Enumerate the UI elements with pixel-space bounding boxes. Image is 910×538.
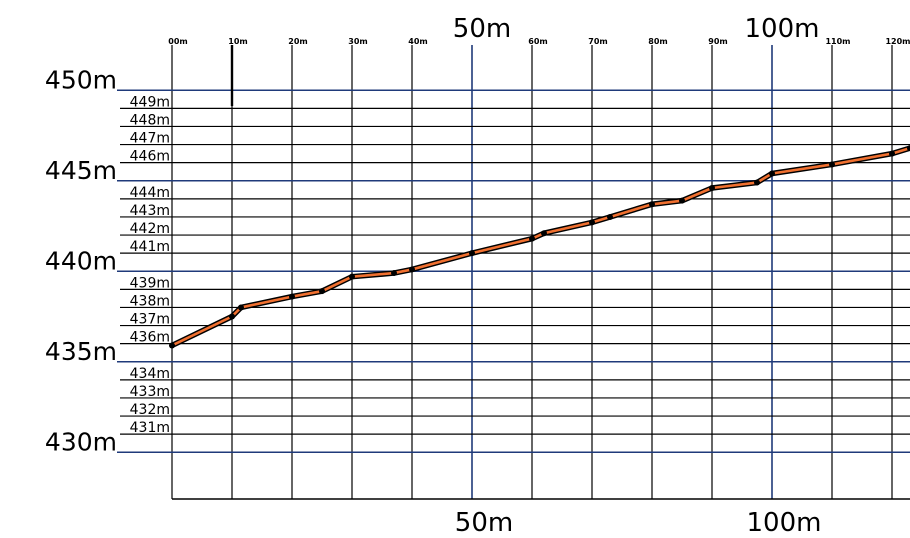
y-minor-tick-label: 443m <box>130 203 170 219</box>
profile-point <box>238 304 244 311</box>
y-minor-tick-label: 437m <box>130 312 170 328</box>
x-minor-tick-label: 20m <box>288 37 307 46</box>
profile-point <box>289 293 295 300</box>
profile-point <box>409 266 415 273</box>
y-major-tick-label: 435m <box>45 337 117 366</box>
x-minor-tick-label: 80m <box>648 37 667 46</box>
x-minor-tick-label: 70m <box>588 37 607 46</box>
profile-point <box>541 230 547 237</box>
y-minor-tick-label: 444m <box>130 185 170 201</box>
profile-point <box>754 179 760 186</box>
y-minor-tick-label: 448m <box>130 112 170 128</box>
y-minor-tick-label: 431m <box>130 420 170 436</box>
grid <box>117 45 910 500</box>
x-major-tick-label-top: 50m <box>453 14 511 44</box>
profile-point <box>829 161 835 168</box>
profile-point <box>679 197 685 204</box>
profile-point <box>589 219 595 226</box>
y-major-tick-label: 450m <box>45 65 117 94</box>
y-major-tick-label: 440m <box>45 246 117 275</box>
y-major-tick-label: 430m <box>45 427 117 456</box>
x-minor-tick-label: 110m <box>825 37 850 46</box>
x-minor-tick-label: 40m <box>408 37 427 46</box>
profile-point <box>469 250 475 257</box>
profile-point <box>889 150 895 157</box>
profile-series <box>169 145 910 349</box>
y-minor-tick-label: 449m <box>130 94 170 110</box>
y-major-tick-label: 445m <box>45 156 117 185</box>
x-minor-tick-label: 60m <box>528 37 547 46</box>
y-minor-tick-label: 441m <box>130 239 170 255</box>
profile-line <box>170 146 910 347</box>
x-major-tick-label-bottom: 100m <box>747 508 822 538</box>
profile-point <box>529 235 535 242</box>
profile-point <box>907 145 910 152</box>
y-minor-tick-label: 434m <box>130 366 170 382</box>
y-minor-tick-label: 447m <box>130 131 170 147</box>
x-minor-tick-label: 30m <box>348 37 367 46</box>
y-minor-tick-label: 446m <box>130 149 170 165</box>
y-minor-tick-label: 438m <box>130 293 170 309</box>
axis-labels: 00m 10m 20m 30m 40m 60m 70m 80m 90m 110m 120m 50m 10… <box>45 14 910 538</box>
y-minor-tick-label: 436m <box>130 330 170 346</box>
y-minor-tick-label: 442m <box>130 221 170 237</box>
profile-point <box>391 270 397 277</box>
profile-point <box>229 313 235 320</box>
profile-point <box>607 213 613 220</box>
x-minor-tick-label: 120m <box>885 37 910 46</box>
x-minor-tick-label: 90m <box>708 37 727 46</box>
profile-point <box>319 288 325 295</box>
y-minor-tick-label: 432m <box>130 402 170 418</box>
profile-point <box>169 342 175 349</box>
x-major-tick-label-top: 100m <box>745 14 820 44</box>
x-minor-tick-label: 00m <box>168 37 187 46</box>
profile-point <box>709 184 715 191</box>
y-minor-tick-label: 439m <box>130 275 170 291</box>
profile-point <box>649 201 655 208</box>
x-minor-tick-label: 10m <box>228 37 247 46</box>
profile-line-outline <box>169 145 910 349</box>
profile-point <box>349 273 355 280</box>
x-major-tick-label-bottom: 50m <box>455 508 513 538</box>
profile-point <box>769 170 775 177</box>
y-minor-tick-label: 433m <box>130 384 170 400</box>
